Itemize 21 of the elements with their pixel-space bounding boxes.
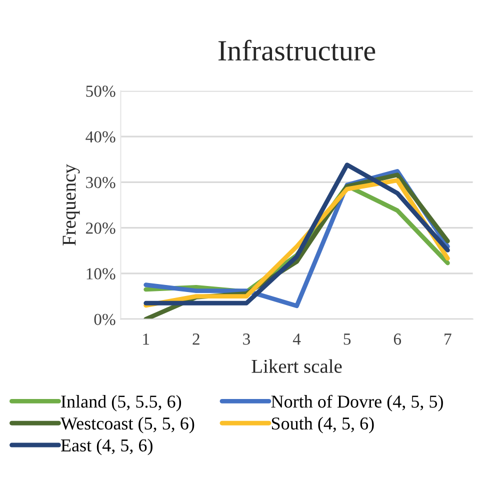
- legend-label: South (4, 5, 6): [272, 416, 374, 434]
- y-tick-label: 0%: [94, 314, 116, 326]
- y-axis-title: Frequency: [62, 164, 80, 246]
- y-tick-label: 40%: [86, 131, 116, 143]
- legend-label: Westcoast (5, 5, 6): [60, 416, 194, 434]
- y-tick-label: 10%: [86, 268, 116, 280]
- chart-title: Infrastructure: [218, 40, 376, 61]
- x-tick-label: 2: [192, 334, 200, 345]
- legend-label: East (4, 5, 6): [61, 438, 152, 456]
- x-tick-label: 3: [243, 334, 250, 345]
- x-tick-label: 5: [344, 334, 351, 345]
- y-tick-label: 20%: [86, 222, 116, 234]
- legend-label: North of Dovre (4, 5, 5): [271, 394, 443, 412]
- x-tick-label: 4: [292, 334, 301, 345]
- x-tick-label: 1: [143, 334, 150, 345]
- x-tick-label: 6: [394, 334, 402, 345]
- x-tick-label: 7: [444, 334, 452, 345]
- legend-label: Inland (5, 5.5, 6): [61, 395, 182, 412]
- y-tick-label: 50%: [86, 86, 116, 97]
- y-tick-label: 30%: [86, 176, 116, 188]
- x-axis-title: Likert scale: [252, 359, 342, 373]
